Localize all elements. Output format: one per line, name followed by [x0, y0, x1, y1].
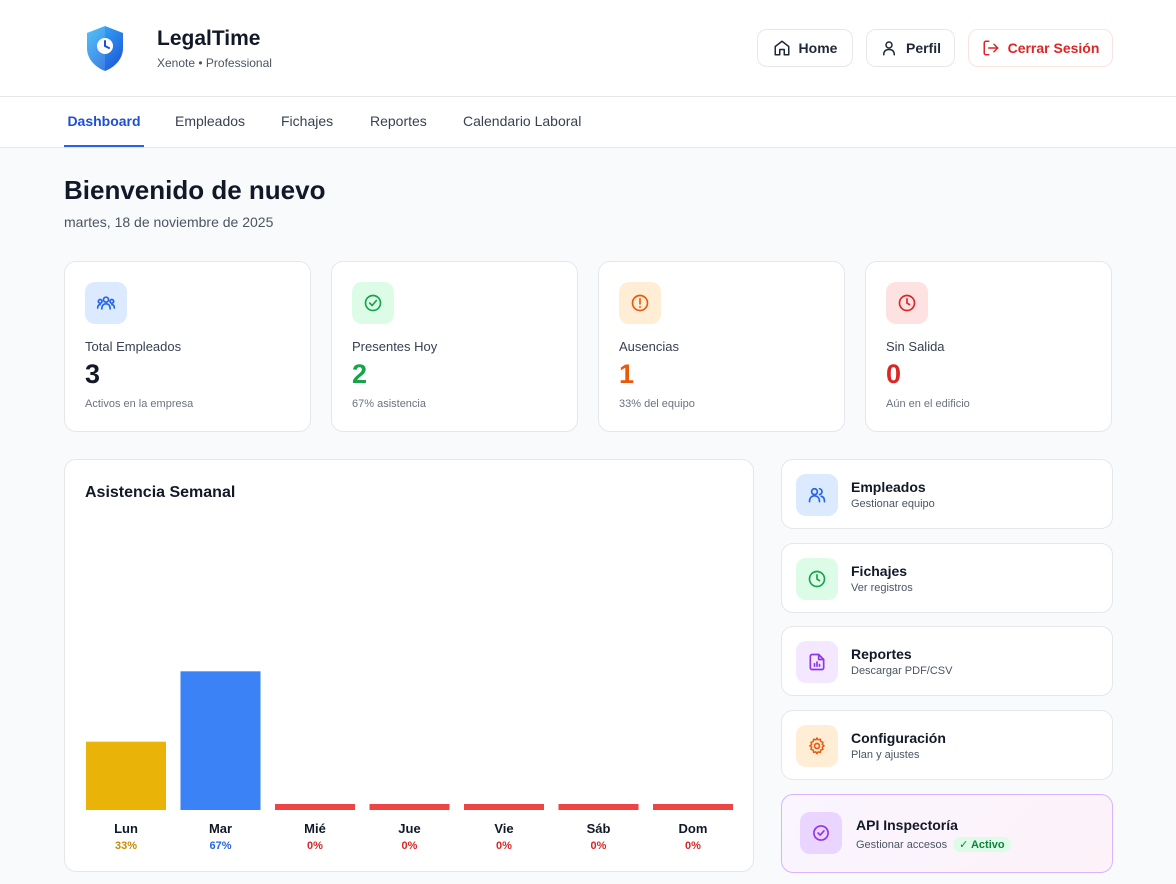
quick-link-configuracion[interactable]: Configuración Plan y ajustes — [781, 710, 1113, 780]
value-label-2: 0% — [307, 840, 323, 852]
chart-card-asistencia-semanal: Lun 33% Mar 67% Mié 0% Jue 0% Vie 0% Sáb 0% Dom 0% As… — [64, 459, 754, 872]
clock-icon — [898, 294, 916, 312]
category-label-0: Lun — [114, 821, 138, 836]
category-label-1: Mar — [209, 821, 232, 836]
stat-icon-box — [352, 282, 394, 324]
logout-button-label: Cerrar Sesión — [1007, 40, 1100, 56]
value-label-0: 33% — [115, 840, 137, 852]
clock-icon — [808, 570, 826, 588]
tab-fichajes[interactable]: Fichajes — [281, 113, 334, 129]
gear-icon — [809, 737, 825, 755]
stat-icon-box — [85, 282, 127, 324]
bar-4 — [464, 804, 544, 810]
stat-card-sin-salida: Sin Salida 0 Aún en el edificio — [865, 261, 1112, 432]
stat-value: 2 — [352, 359, 368, 389]
stat-card-presentes-hoy: Presentes Hoy 2 67% asistencia — [331, 261, 578, 432]
check-circle-icon — [364, 294, 382, 312]
quick-link-icon-box — [796, 641, 838, 683]
quick-link-title: Reportes — [851, 646, 912, 662]
bar-0 — [86, 741, 166, 810]
stat-label: Ausencias — [619, 339, 679, 354]
value-label-5: 0% — [591, 840, 607, 852]
report-icon — [809, 653, 825, 671]
brand-subtitle: Xenote • Professional — [157, 56, 272, 70]
quick-link-icon-box — [796, 474, 838, 516]
alert-circle-icon — [631, 294, 649, 312]
category-label-6: Dom — [679, 821, 708, 836]
bar-2 — [275, 804, 355, 810]
tab-empleados[interactable]: Empleados — [175, 113, 246, 129]
quick-link-title: Empleados — [851, 479, 926, 495]
stat-label: Sin Salida — [886, 339, 945, 354]
category-label-3: Jue — [398, 821, 420, 836]
category-label-4: Vie — [494, 821, 513, 836]
quick-link-empleados[interactable]: Empleados Gestionar equipo — [781, 459, 1113, 529]
bar-1 — [180, 671, 261, 810]
quick-link-icon-box — [800, 812, 842, 854]
quick-link-subtitle: Gestionar equipo — [851, 498, 935, 510]
tab-reportes[interactable]: Reportes — [370, 113, 427, 129]
stat-card-ausencias: Ausencias 1 33% del equipo — [598, 261, 845, 432]
user-icon — [882, 41, 895, 56]
quick-link-title: API Inspectoría — [856, 817, 958, 833]
home-icon — [774, 40, 790, 56]
current-date: martes, 18 de noviembre de 2025 — [64, 214, 274, 230]
stat-note: Aún en el edificio — [886, 398, 970, 410]
shield-check-icon — [813, 825, 829, 841]
quick-link-title: Configuración — [851, 730, 946, 746]
stat-icon-box — [886, 282, 928, 324]
value-label-1: 67% — [209, 840, 231, 852]
bar-3 — [369, 804, 450, 810]
logout-button[interactable]: Cerrar Sesión — [968, 29, 1113, 67]
shield-logo-icon — [84, 24, 126, 72]
quick-link-subtitle: Gestionar accesos ✓ Activo — [856, 837, 1011, 852]
header: LegalTime Xenote • Professional Home Per… — [0, 0, 1176, 97]
perfil-button-label: Perfil — [905, 40, 941, 56]
logout-icon — [983, 40, 999, 56]
brand-title: LegalTime — [157, 27, 261, 50]
stat-value: 1 — [619, 359, 635, 389]
weekly-attendance-chart: Lun 33% Mar 67% Mié 0% Jue 0% Vie 0% Sáb 0% Dom 0% — [86, 671, 733, 852]
quick-link-subtitle: Descargar PDF/CSV — [851, 665, 953, 677]
home-button-label: Home — [798, 40, 838, 56]
stat-note: 67% asistencia — [352, 398, 426, 410]
stat-label: Presentes Hoy — [352, 339, 438, 354]
value-label-4: 0% — [496, 840, 512, 852]
users-icon — [96, 296, 116, 310]
stat-card-total-empleados: Total Empleados 3 Activos en la empresa — [64, 261, 311, 432]
quick-link-api-inspectoria[interactable]: API Inspectoría Gestionar accesos ✓ Activ… — [781, 794, 1113, 873]
stat-value: 3 — [85, 359, 101, 389]
perfil-button[interactable]: Perfil — [866, 29, 955, 67]
category-label-2: Mié — [304, 821, 326, 836]
quick-link-reportes[interactable]: Reportes Descargar PDF/CSV — [781, 626, 1113, 696]
nav-tabs: Dashboard Empleados Fichajes Reportes Ca… — [0, 97, 1176, 148]
chart-title: Asistencia Semanal — [85, 484, 236, 501]
users-icon — [808, 487, 826, 503]
quick-link-title: Fichajes — [851, 563, 908, 579]
stat-label: Total Empleados — [85, 339, 182, 354]
quick-link-icon-box — [796, 558, 838, 600]
category-label-5: Sáb — [587, 821, 611, 836]
stat-note: 33% del equipo — [619, 398, 695, 410]
quick-link-subtitle: Ver registros — [851, 582, 913, 594]
stat-icon-box — [619, 282, 661, 324]
quick-link-fichajes[interactable]: Fichajes Ver registros — [781, 543, 1113, 613]
value-label-3: 0% — [402, 840, 418, 852]
bar-5 — [558, 804, 639, 810]
tab-calendario-laboral[interactable]: Calendario Laboral — [463, 113, 582, 129]
status-badge: ✓ Activo — [953, 837, 1011, 852]
page-title: Bienvenido de nuevo — [64, 175, 326, 205]
quick-link-icon-box — [796, 725, 838, 767]
stat-value: 0 — [886, 359, 902, 389]
home-button[interactable]: Home — [757, 29, 853, 67]
stat-note: Activos en la empresa — [85, 398, 194, 410]
value-label-6: 0% — [685, 840, 701, 852]
tab-dashboard[interactable]: Dashboard — [64, 97, 144, 147]
bar-6 — [653, 804, 733, 810]
quick-link-subtitle: Plan y ajustes — [851, 749, 920, 761]
quick-link-subtitle-text: Gestionar accesos — [856, 839, 948, 851]
